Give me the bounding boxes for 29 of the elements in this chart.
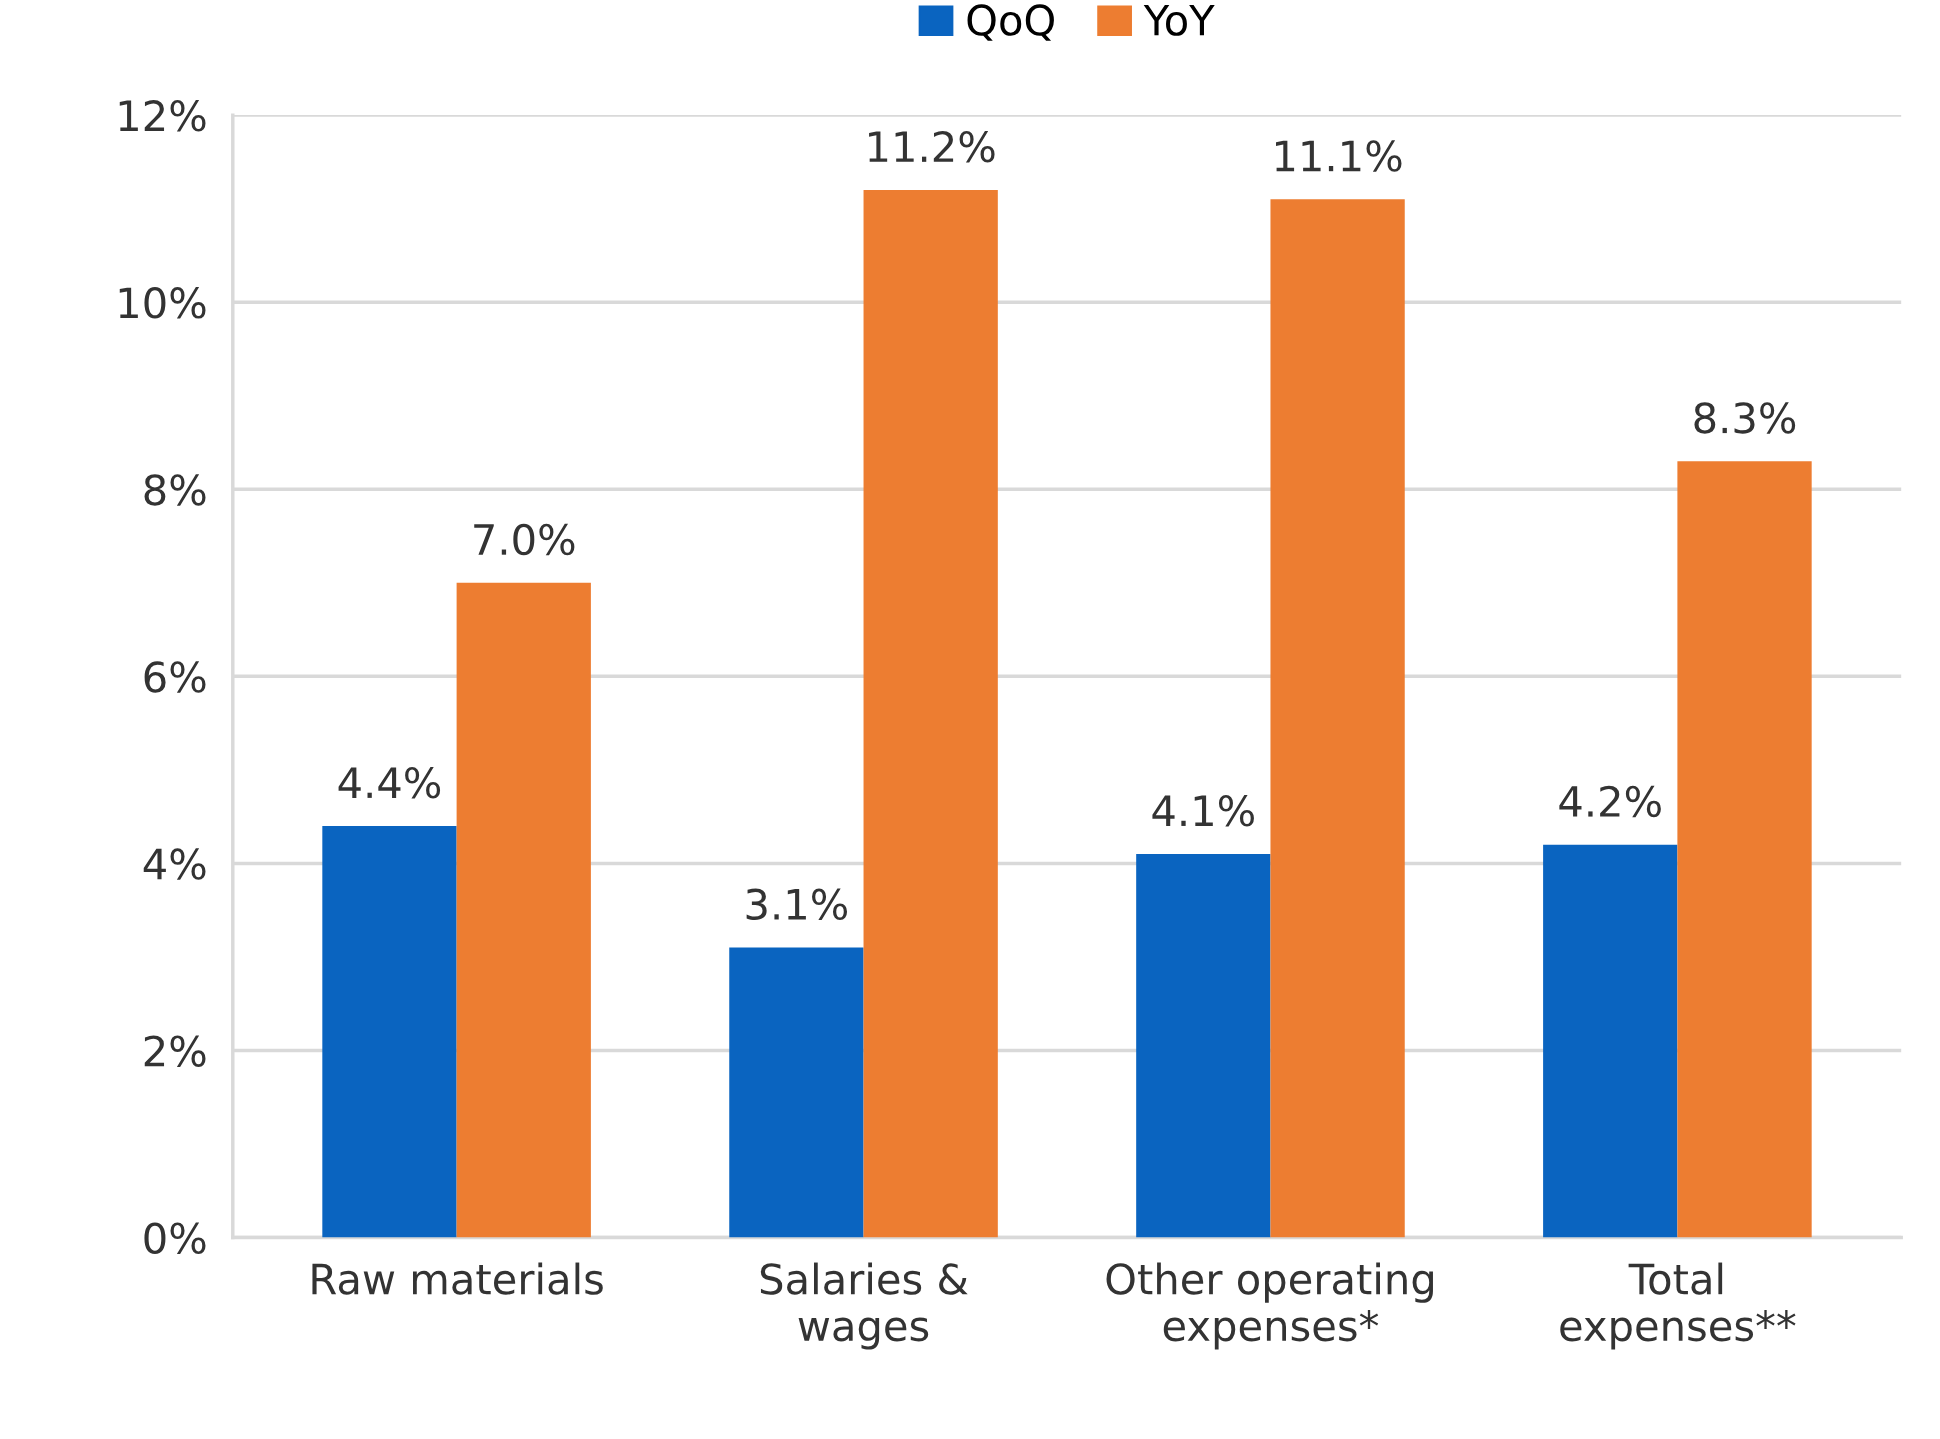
bar [1136, 854, 1271, 1238]
data-label: 3.1% [746, 888, 848, 921]
legend-label: QoQ [967, 4, 1054, 41]
x-tick-label: Raw materials [312, 1262, 603, 1295]
data-label: 11.1% [1276, 140, 1402, 172]
y-tick-label: 12% [119, 100, 206, 132]
bar [322, 825, 457, 1238]
bar [1543, 844, 1678, 1238]
y-tick-label: 10% [119, 287, 206, 319]
y-tick-label: 8% [144, 474, 206, 506]
bar [1677, 461, 1812, 1238]
data-label: 4.2% [1559, 785, 1661, 818]
data-label: 8.3% [1694, 402, 1796, 434]
y-tick-label: 0% [144, 1222, 206, 1254]
data-label: 7.0% [474, 523, 575, 556]
x-tick-label: Salaries & wages [760, 1262, 968, 1350]
legend-label: YoY [1143, 4, 1215, 36]
data-label: 11.2% [869, 130, 995, 163]
data-label: 4.4% [338, 766, 441, 799]
y-tick-label: 4% [143, 848, 206, 880]
bar [456, 582, 591, 1238]
bar [729, 947, 864, 1238]
bar [863, 189, 998, 1238]
x-tick-label: Other operating expenses* [1106, 1262, 1433, 1350]
y-tick-label: 6% [144, 661, 206, 693]
x-tick-label: Total expenses** [1560, 1262, 1796, 1350]
y-tick-label: 2% [144, 1035, 206, 1067]
bar [1270, 199, 1405, 1238]
data-label: 4.1% [1152, 795, 1254, 827]
